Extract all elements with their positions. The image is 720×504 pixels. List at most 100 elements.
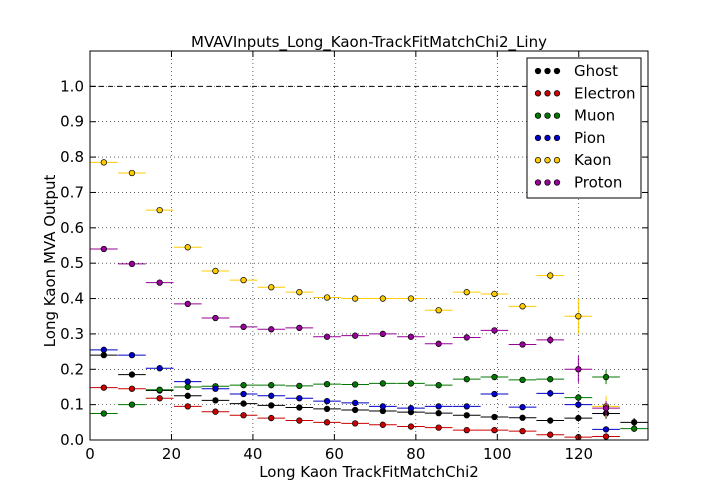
x-tick-label: 80 [406, 445, 425, 463]
data-point [128, 385, 136, 392]
data-point [547, 376, 554, 383]
data-point [323, 333, 331, 340]
data-point [268, 392, 275, 399]
data-point [212, 385, 219, 392]
data-point [296, 289, 303, 296]
ticks: 0 20 40 60 80 100 120 0.0 0.1 0.2 0.3 0.4 0.5 0.6 0.7 0… [60, 51, 648, 463]
data-point [268, 414, 275, 422]
legend-label: Proton [574, 174, 622, 192]
data-point [100, 351, 107, 359]
y-tick-label: 0.9 [60, 113, 84, 131]
series-layer [90, 159, 648, 441]
legend-marker [553, 67, 561, 75]
data-point [184, 392, 191, 399]
data-point [519, 428, 526, 435]
data-point [128, 169, 136, 177]
x-tick-label: 60 [325, 445, 344, 463]
legend-label: Ghost [574, 62, 618, 80]
data-point [491, 390, 498, 398]
data-point [352, 381, 359, 388]
series-electron [90, 384, 620, 441]
data-point [379, 421, 386, 428]
data-point [602, 373, 610, 381]
data-point [491, 413, 498, 421]
x-tick-label: 120 [564, 445, 593, 463]
data-point [435, 340, 442, 347]
chart-title: MVAVInputs_Long_Kaon-TrackFitMatchChi2_L… [191, 33, 547, 52]
y-tick-label: 0.2 [60, 360, 84, 378]
data-point [463, 334, 470, 341]
data-point [268, 326, 275, 333]
legend-marker [534, 90, 542, 97]
data-point [435, 382, 442, 389]
data-point [352, 295, 359, 302]
data-point [156, 206, 163, 214]
data-point [352, 420, 359, 427]
data-point [352, 332, 359, 339]
data-point [323, 397, 331, 405]
legend-marker [553, 134, 561, 142]
x-tick-label: 0 [85, 445, 95, 463]
data-point [602, 405, 610, 412]
data-point [352, 406, 359, 414]
data-point [156, 395, 163, 402]
data-point [100, 410, 107, 417]
data-point [100, 245, 107, 253]
data-point [240, 277, 247, 284]
y-tick-label: 1.0 [60, 77, 84, 95]
data-point [631, 425, 638, 432]
data-point [519, 376, 526, 384]
data-point [323, 294, 331, 301]
legend-box [526, 57, 642, 199]
data-point [435, 409, 442, 417]
data-point [435, 424, 442, 431]
data-point [268, 402, 275, 409]
legend-marker [534, 179, 542, 186]
series-ghost [90, 351, 648, 427]
data-point [519, 403, 526, 411]
x-tick-label: 100 [483, 445, 512, 463]
y-tick-label: 0.0 [60, 431, 84, 449]
data-point [435, 403, 442, 410]
data-point [184, 244, 191, 251]
legend-marker [534, 134, 542, 142]
series-pion [90, 346, 620, 433]
legend-marker [544, 67, 551, 75]
data-point [296, 417, 303, 424]
data-point [602, 433, 610, 440]
data-point [240, 400, 247, 407]
data-point [184, 300, 191, 308]
data-point [296, 324, 303, 332]
data-point [463, 403, 470, 410]
legend-marker [553, 90, 561, 97]
data-point [128, 260, 136, 268]
data-point [407, 405, 415, 412]
data-point [575, 394, 582, 401]
data-point [268, 382, 275, 389]
data-point [407, 333, 415, 340]
y-tick-label: 0.4 [60, 290, 84, 308]
legend-marker [534, 112, 542, 119]
data-point [352, 399, 359, 407]
data-point [296, 382, 303, 390]
data-point [212, 314, 219, 322]
data-point [463, 412, 470, 419]
plot-frame [89, 50, 649, 441]
legend: Ghost Electron Muon Pion Kaon Proton [526, 57, 642, 199]
legend-label: Kaon [574, 151, 611, 169]
data-point [156, 279, 163, 286]
data-point [323, 405, 331, 413]
legend-label: Pion [574, 129, 606, 147]
legend-marker [553, 179, 561, 186]
x-tick-label: 40 [243, 445, 262, 463]
data-point [268, 284, 275, 291]
legend-marker [544, 179, 551, 186]
data-point [128, 371, 136, 378]
data-point [491, 290, 498, 298]
data-point [379, 380, 386, 387]
legend-marker [534, 157, 542, 164]
data-point [547, 390, 554, 397]
data-point [463, 376, 470, 383]
data-point [240, 323, 247, 330]
